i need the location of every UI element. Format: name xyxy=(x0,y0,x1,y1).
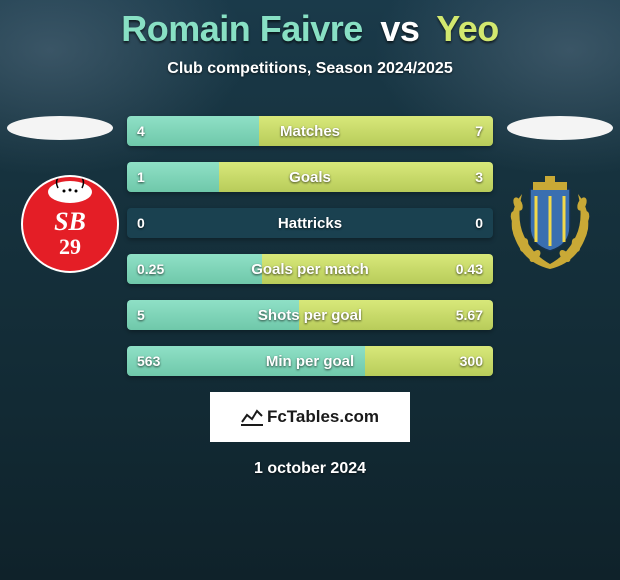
crest-left-icon: SB 29 xyxy=(20,174,120,274)
stat-value-left: 1 xyxy=(127,162,155,192)
stat-value-right: 3 xyxy=(465,162,493,192)
stat-value-right: 0.43 xyxy=(446,254,493,284)
stat-row: Goals13 xyxy=(127,162,493,192)
main-area: SB 29 xyxy=(0,116,620,376)
crest-left-sub: 29 xyxy=(59,234,81,259)
right-oval-decor xyxy=(507,116,613,140)
stat-row: Min per goal563300 xyxy=(127,346,493,376)
stat-value-right: 300 xyxy=(450,346,493,376)
stat-bars-container: Matches47Goals13Hattricks00Goals per mat… xyxy=(127,116,493,376)
crest-left-text: SB xyxy=(54,207,86,236)
stat-value-left: 5 xyxy=(127,300,155,330)
stat-value-right: 7 xyxy=(465,116,493,146)
stat-value-left: 0.25 xyxy=(127,254,174,284)
stat-value-right: 0 xyxy=(465,208,493,238)
date-text: 1 october 2024 xyxy=(0,460,620,478)
stat-row: Shots per goal55.67 xyxy=(127,300,493,330)
page-title: Romain Faivre vs Yeo xyxy=(0,0,620,50)
stat-value-right: 5.67 xyxy=(446,300,493,330)
left-oval-decor xyxy=(7,116,113,140)
vs-text: vs xyxy=(380,8,419,49)
stat-row: Goals per match0.250.43 xyxy=(127,254,493,284)
watermark-badge: FcTables.com xyxy=(210,392,410,442)
stat-value-left: 0 xyxy=(127,208,155,238)
watermark-text: FcTables.com xyxy=(267,407,379,427)
stat-row: Matches47 xyxy=(127,116,493,146)
stat-value-left: 4 xyxy=(127,116,155,146)
stat-fill-right xyxy=(259,116,493,146)
stat-value-left: 563 xyxy=(127,346,170,376)
watermark-icon xyxy=(241,408,263,426)
left-club-crest: SB 29 xyxy=(20,174,120,274)
stat-fill-right xyxy=(219,162,494,192)
subtitle: Club competitions, Season 2024/2025 xyxy=(0,60,620,78)
crest-right-icon xyxy=(500,174,600,274)
stat-label: Hattricks xyxy=(127,208,493,238)
stat-row: Hattricks0 0 xyxy=(127,208,493,238)
right-club-crest xyxy=(500,174,600,274)
player1-name: Romain Faivre xyxy=(121,8,363,49)
player2-name: Yeo xyxy=(436,8,499,49)
content-wrapper: Romain Faivre vs Yeo Club competitions, … xyxy=(0,0,620,478)
